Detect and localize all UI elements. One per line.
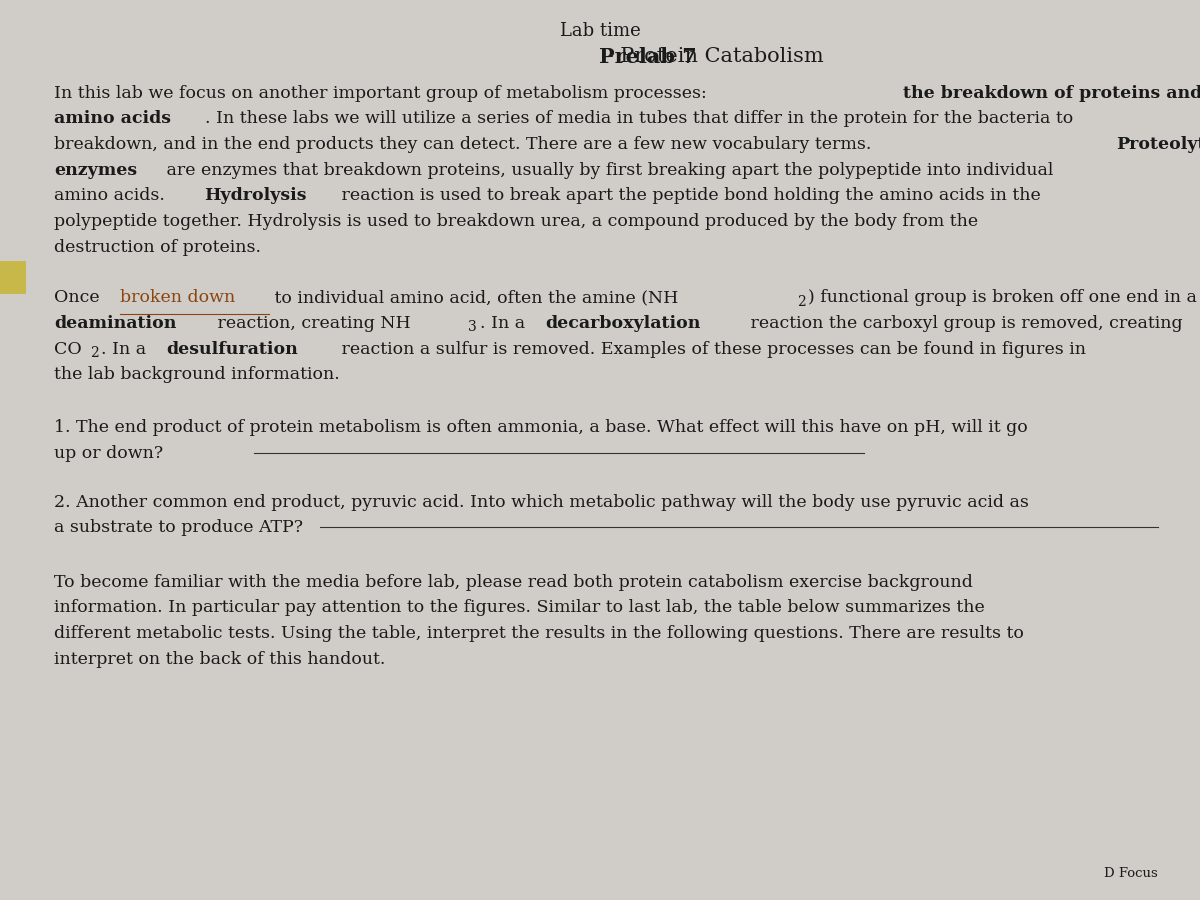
Text: polypeptide together. Hydrolysis is used to breakdown urea, a compound produced : polypeptide together. Hydrolysis is used…	[54, 212, 978, 230]
Text: CO: CO	[54, 341, 82, 357]
Text: Proteolytic: Proteolytic	[1116, 136, 1200, 153]
Text: . In a: . In a	[480, 315, 530, 332]
Text: deamination: deamination	[54, 315, 176, 332]
Text: ) functional group is broken off one end in a: ) functional group is broken off one end…	[808, 290, 1198, 306]
Text: - Protein Catabolism: - Protein Catabolism	[600, 47, 823, 66]
Text: a substrate to produce ATP?: a substrate to produce ATP?	[54, 519, 302, 536]
Text: breakdown, and in the end products they can detect. There are a few new vocabula: breakdown, and in the end products they …	[54, 136, 877, 153]
Text: information. In particular pay attention to the figures. Similar to last lab, th: information. In particular pay attention…	[54, 599, 985, 616]
Text: In this lab we focus on another important group of metabolism processes:: In this lab we focus on another importan…	[54, 85, 713, 102]
Text: Hydrolysis: Hydrolysis	[204, 187, 307, 204]
Text: . In these labs we will utilize a series of media in tubes that differ in the pr: . In these labs we will utilize a series…	[205, 111, 1073, 127]
Text: to individual amino acid, often the amine (NH: to individual amino acid, often the amin…	[269, 290, 678, 306]
Text: the breakdown of proteins and: the breakdown of proteins and	[904, 85, 1200, 102]
Text: reaction a sulfur is removed. Examples of these processes can be found in figure: reaction a sulfur is removed. Examples o…	[336, 341, 1086, 357]
Text: destruction of proteins.: destruction of proteins.	[54, 238, 262, 256]
Text: 1. The end product of protein metabolism is often ammonia, a base. What effect w: 1. The end product of protein metabolism…	[54, 419, 1027, 436]
Text: 3: 3	[468, 320, 478, 335]
Text: Lab time: Lab time	[559, 22, 641, 40]
Text: are enzymes that breakdown proteins, usually by first breaking apart the polypep: are enzymes that breakdown proteins, usu…	[161, 162, 1054, 178]
Text: reaction, creating NH: reaction, creating NH	[212, 315, 410, 332]
Text: amino acids: amino acids	[54, 111, 172, 127]
Text: decarboxylation: decarboxylation	[545, 315, 701, 332]
Text: 2: 2	[797, 295, 805, 309]
Text: reaction the carboxyl group is removed, creating: reaction the carboxyl group is removed, …	[745, 315, 1183, 332]
Text: D Focus: D Focus	[1104, 868, 1158, 880]
Text: different metabolic tests. Using the table, interpret the results in the followi: different metabolic tests. Using the tab…	[54, 626, 1024, 642]
Text: broken down: broken down	[120, 290, 235, 306]
Text: reaction is used to break apart the peptide bond holding the amino acids in the: reaction is used to break apart the pept…	[336, 187, 1042, 204]
Text: desulfuration: desulfuration	[167, 341, 298, 357]
Text: Once: Once	[54, 290, 106, 306]
Text: enzymes: enzymes	[54, 162, 137, 178]
Text: interpret on the back of this handout.: interpret on the back of this handout.	[54, 651, 385, 668]
Text: 2: 2	[90, 346, 98, 360]
Text: amino acids.: amino acids.	[54, 187, 170, 204]
Text: 2. Another common end product, pyruvic acid. Into which metabolic pathway will t: 2. Another common end product, pyruvic a…	[54, 493, 1028, 510]
Text: Prelab 7: Prelab 7	[599, 47, 696, 67]
Text: To become familiar with the media before lab, please read both protein catabolis: To become familiar with the media before…	[54, 574, 973, 590]
Text: up or down?: up or down?	[54, 445, 163, 462]
Text: the lab background information.: the lab background information.	[54, 366, 340, 383]
Text: . In a: . In a	[101, 341, 151, 357]
FancyBboxPatch shape	[0, 260, 26, 293]
